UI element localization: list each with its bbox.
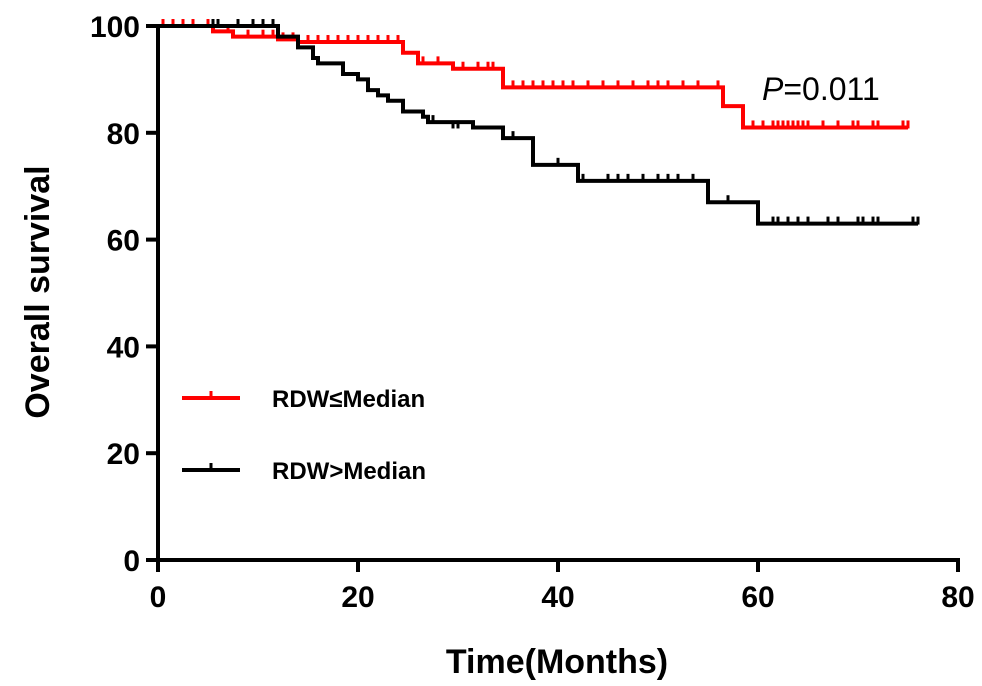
series-line-2 — [158, 24, 918, 226]
p-value-number: =0.011 — [783, 71, 879, 107]
legend: RDW≤Median RDW>Median — [182, 386, 426, 485]
series-layer — [158, 19, 920, 226]
y-tick-label: 80 — [107, 118, 140, 151]
x-ticks: 0 20 40 60 80 — [150, 560, 975, 614]
axes: 0 20 40 60 80 100 0 20 40 60 80 — [90, 11, 975, 614]
x-tick-label: 80 — [941, 581, 974, 614]
series-line-1 — [158, 24, 908, 130]
y-ticks: 0 20 40 60 80 100 — [90, 11, 158, 578]
legend-label: RDW>Median — [272, 458, 426, 485]
y-tick-label: 60 — [107, 225, 140, 258]
x-tick-label: 60 — [741, 581, 774, 614]
series-2 — [158, 19, 920, 226]
legend-item-1: RDW≤Median — [182, 386, 425, 413]
x-tick-label: 20 — [341, 581, 374, 614]
y-tick-label: 0 — [123, 545, 140, 578]
x-tick-label: 0 — [150, 581, 167, 614]
series-1 — [158, 19, 910, 130]
y-tick-label: 40 — [107, 331, 140, 364]
legend-item-2: RDW>Median — [182, 458, 426, 485]
y-tick-label: 100 — [90, 11, 140, 44]
y-tick-label: 20 — [107, 438, 140, 471]
p-value-letter: P — [762, 71, 784, 107]
x-tick-label: 40 — [541, 581, 574, 614]
legend-label: RDW≤Median — [272, 386, 425, 413]
y-axis-title: Overall survival — [19, 165, 57, 418]
x-axis-title: Time(Months) — [446, 643, 668, 681]
p-value-annotation: P=0.011 — [762, 71, 880, 107]
